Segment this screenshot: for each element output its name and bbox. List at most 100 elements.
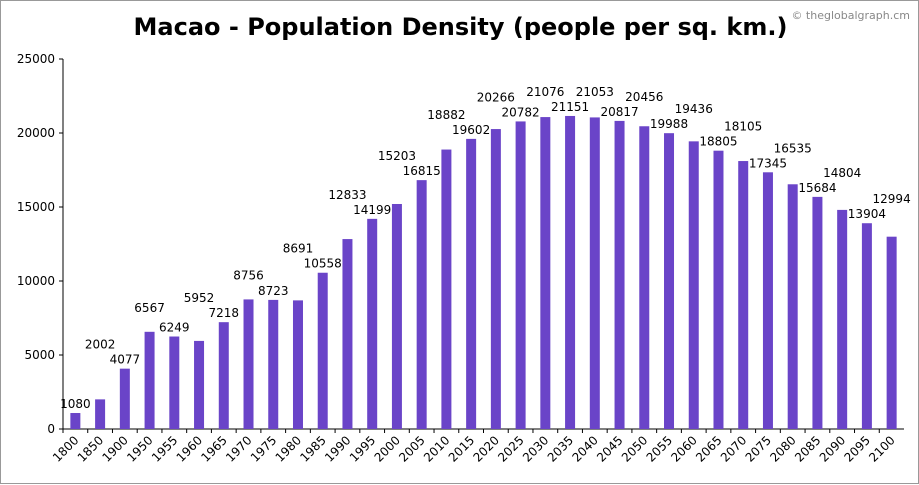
bar [416,180,427,429]
x-tick-label: 1995 [347,433,378,464]
data-label: 16535 [774,141,812,155]
data-label: 8723 [258,284,289,298]
data-label: 16815 [403,164,441,178]
data-label: 10558 [304,257,342,271]
bar [812,196,823,429]
x-tick-label: 2025 [495,433,526,464]
x-tick-label: 2045 [594,433,625,464]
x-tick-label: 2000 [372,433,403,464]
bar [466,138,477,430]
x-tick-label: 1960 [174,433,205,464]
bar [540,117,551,430]
data-label: 18805 [699,135,737,149]
data-label: 19602 [452,123,490,137]
data-label: 8691 [283,242,314,256]
y-tick-label: 10000 [17,274,55,288]
data-label: 14804 [823,166,861,180]
data-label: 19988 [650,117,688,131]
data-label: 15203 [378,149,416,163]
x-tick-label: 2070 [718,433,749,464]
x-tick-label: 2050 [619,433,650,464]
x-tick-label: 1965 [198,433,229,464]
x-tick-label: 2010 [421,433,452,464]
x-tick-label: 2060 [668,433,699,464]
data-label: 18105 [724,120,762,134]
x-tick-label: 2085 [792,433,823,464]
bar [367,218,378,429]
bar [144,331,155,429]
data-label: 15684 [798,181,836,195]
x-tick-label: 2095 [842,433,873,464]
bar [614,120,625,430]
data-label: 1080 [60,397,91,411]
x-tick-label: 1955 [149,433,180,464]
bar [95,399,106,429]
bar [837,209,848,429]
bar [292,300,303,429]
x-tick-label: 2100 [866,433,897,464]
x-tick-label: 2080 [767,433,798,464]
bar [218,322,229,429]
bar [119,368,130,429]
data-label: 12994 [873,192,911,206]
data-label: 17345 [749,156,787,170]
y-tick-label: 0 [47,422,55,436]
x-tick-label: 2075 [743,433,774,464]
data-label: 21076 [526,85,564,99]
data-label: 5952 [184,291,215,305]
data-label: 7218 [209,306,240,320]
x-tick-label: 1980 [273,433,304,464]
bar [169,336,180,429]
x-tick-label: 1950 [124,433,155,464]
x-tick-label: 1850 [75,433,106,464]
bar [243,299,254,429]
data-label: 19436 [675,102,713,116]
data-label: 6249 [159,321,190,335]
x-tick-label: 2020 [470,433,501,464]
x-tick-label: 2015 [446,433,477,464]
bar [317,272,328,429]
x-tick-label: 2090 [817,433,848,464]
data-label: 21151 [551,100,589,114]
x-tick-label: 2030 [520,433,551,464]
bar [565,115,576,429]
bar [70,413,81,429]
x-tick-label: 2005 [396,433,427,464]
x-tick-label: 1970 [223,433,254,464]
bar [664,133,675,429]
data-label: 13904 [848,207,886,221]
y-tick-label: 5000 [24,348,55,362]
bar [738,161,749,429]
x-tick-label: 1975 [248,433,279,464]
bar [861,223,872,429]
bar [342,239,353,429]
data-label: 20817 [600,105,638,119]
bar [194,340,205,429]
data-label: 6567 [134,301,165,315]
data-label: 20456 [625,90,663,104]
data-label: 20266 [477,90,515,104]
data-label: 8756 [233,268,264,282]
bar [441,149,452,430]
bar [391,203,402,429]
x-tick-label: 2035 [545,433,576,464]
bar [688,141,699,429]
data-label: 20782 [502,105,540,119]
x-tick-label: 1800 [50,433,81,464]
chart-title: Macao - Population Density (people per s… [133,13,788,41]
x-tick-label: 1990 [322,433,353,464]
data-label: 14199 [353,203,391,217]
data-label: 4077 [110,353,141,367]
bar [490,129,501,429]
x-tick-label: 2040 [569,433,600,464]
bar [639,126,650,430]
x-tick-label: 1985 [297,433,328,464]
y-tick-label: 20000 [17,126,55,140]
bar [886,236,897,429]
y-tick-label: 15000 [17,200,55,214]
bar [787,184,798,429]
data-label: 18882 [427,108,465,122]
x-tick-label: 2055 [644,433,675,464]
